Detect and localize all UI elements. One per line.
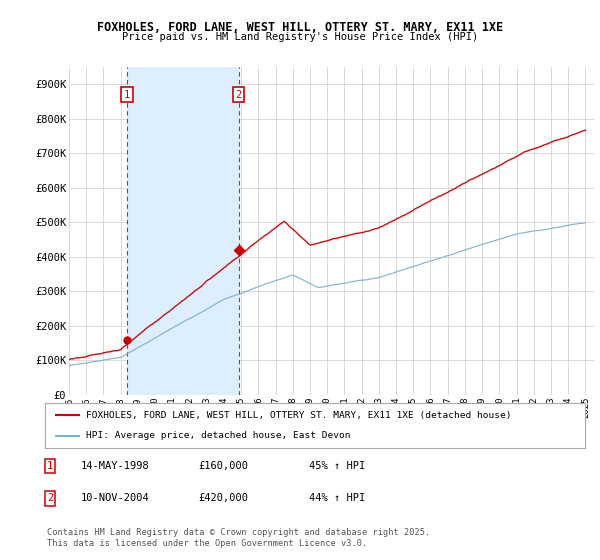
Text: Contains HM Land Registry data © Crown copyright and database right 2025.
This d: Contains HM Land Registry data © Crown c…	[47, 528, 430, 548]
Text: £420,000: £420,000	[198, 493, 248, 503]
Text: 1: 1	[47, 461, 53, 471]
Bar	[127, 67, 239, 395]
Text: 14-MAY-1998: 14-MAY-1998	[81, 461, 150, 471]
Text: FOXHOLES, FORD LANE, WEST HILL, OTTERY ST. MARY, EX11 1XE: FOXHOLES, FORD LANE, WEST HILL, OTTERY S…	[97, 21, 503, 34]
Text: 45% ↑ HPI: 45% ↑ HPI	[309, 461, 365, 471]
Text: £160,000: £160,000	[198, 461, 248, 471]
Text: FOXHOLES, FORD LANE, WEST HILL, OTTERY ST. MARY, EX11 1XE (detached house): FOXHOLES, FORD LANE, WEST HILL, OTTERY S…	[86, 411, 511, 420]
Text: 44% ↑ HPI: 44% ↑ HPI	[309, 493, 365, 503]
Text: 2: 2	[47, 493, 53, 503]
Text: 10-NOV-2004: 10-NOV-2004	[81, 493, 150, 503]
Text: Price paid vs. HM Land Registry's House Price Index (HPI): Price paid vs. HM Land Registry's House …	[122, 32, 478, 43]
Text: HPI: Average price, detached house, East Devon: HPI: Average price, detached house, East…	[86, 431, 350, 440]
Text: 1: 1	[124, 90, 130, 100]
Text: 2: 2	[236, 90, 242, 100]
